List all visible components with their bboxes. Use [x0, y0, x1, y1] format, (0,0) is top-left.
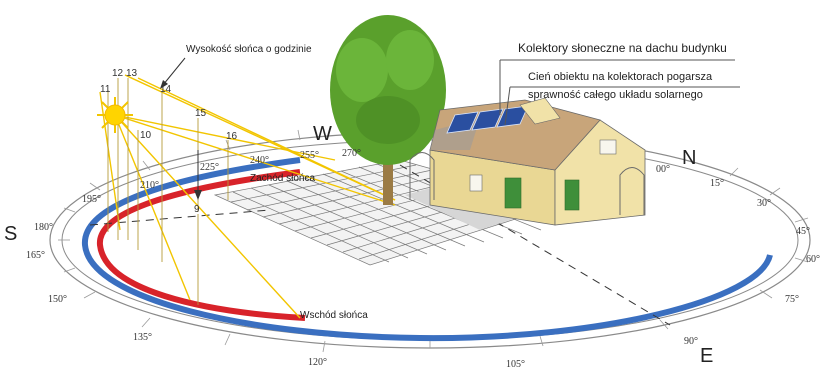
azimuth-label: 225° [200, 162, 219, 173]
collectors-label: Kolektory słoneczne na dachu budynku [518, 41, 727, 55]
callout-lines [499, 59, 740, 126]
azimuth-label: 270° [342, 148, 361, 159]
hour-label: 9 [194, 204, 200, 215]
azimuth-label: 120° [308, 357, 327, 368]
sunset-label: Zachód słońca [250, 173, 315, 184]
azimuth-label: 210° [140, 180, 159, 191]
azimuth-label: 240° [250, 155, 269, 166]
azimuth-label: 75° [785, 294, 799, 305]
sun-icon [97, 97, 133, 133]
tree-icon [330, 15, 446, 205]
hour-label: 12 [112, 68, 124, 79]
azimuth-label: 165° [26, 250, 45, 261]
hour-label: 15 [195, 108, 207, 119]
house-icon [405, 97, 646, 230]
axis-lines [89, 164, 671, 326]
sunrise-label: Wschód słońca [300, 310, 368, 321]
azimuth-label: 60° [806, 254, 820, 265]
azimuth-label: 150° [48, 294, 67, 305]
hour-label: 13 [126, 68, 138, 79]
azimuth-label: 255° [300, 150, 319, 161]
pointer-arrow [160, 57, 202, 200]
azimuth-label: 180° [34, 222, 53, 233]
direction-west: W [313, 123, 332, 145]
direction-north: N [682, 147, 696, 169]
hour-label: 14 [160, 84, 172, 95]
azimuth-label: 15° [710, 178, 724, 189]
azimuth-label: 45° [796, 226, 810, 237]
azimuth-label: 00° [656, 164, 670, 175]
shadow-label-line1: Cień obiektu na kolektorach pogarsza [528, 71, 713, 83]
hour-label: 10 [140, 130, 152, 141]
azimuth-label: 105° [506, 359, 525, 368]
shadow-label-line2: sprawność całego układu solarnego [528, 89, 703, 101]
azimuth-label: 90° [684, 336, 698, 347]
azimuth-label: 30° [757, 198, 771, 209]
winter-sun-path [96, 169, 306, 321]
sun-height-label: Wysokość słońca o godzinie [186, 44, 312, 55]
solar-panels [446, 105, 529, 134]
hour-label: 11 [100, 84, 111, 95]
azimuth-label: 195° [82, 194, 101, 205]
hour-label: 16 [226, 131, 238, 142]
direction-east: E [700, 345, 713, 367]
azimuth-label: 135° [133, 332, 152, 343]
summer-sun-path [81, 157, 773, 342]
direction-south: S [4, 223, 17, 245]
